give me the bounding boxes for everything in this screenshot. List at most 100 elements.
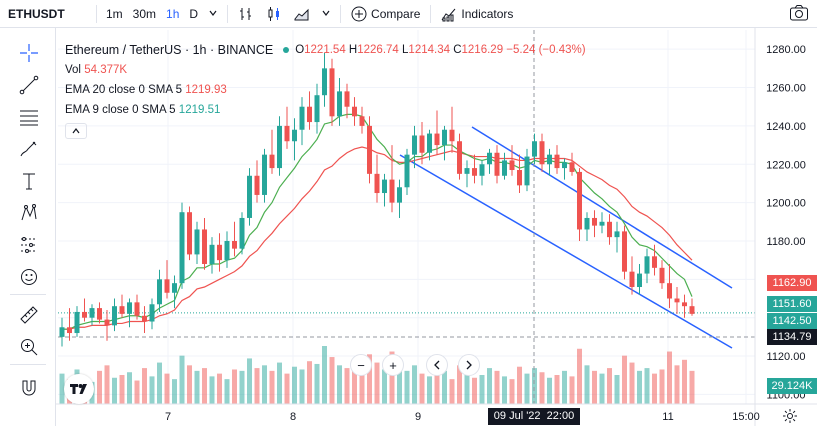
candle-body [224,240,230,261]
volume-bar [599,373,605,404]
area-style-icon[interactable] [288,6,316,22]
emoji-icon[interactable] [18,266,40,288]
volume-bar [142,368,147,404]
compare-label: Compare [371,6,421,21]
candle [209,237,215,274]
compare-button[interactable]: Compare [345,6,426,22]
camera-icon[interactable] [789,4,809,27]
zoom-out-button[interactable]: − [350,354,372,376]
bar-chart-style-icon[interactable] [232,6,260,22]
brush-icon[interactable] [18,138,40,160]
volume-bar [179,355,185,404]
candle-body [389,179,395,203]
volume-label: Vol [65,64,81,76]
candle-body [97,308,102,320]
divider [10,294,46,295]
volume-bar [194,370,200,404]
candle [187,206,192,261]
candle [127,298,132,328]
divider [430,4,432,23]
channel-upper-line [471,126,733,289]
ema9-line [62,113,693,330]
candle [59,317,65,347]
scroll-left-chevron-icon[interactable] [426,354,448,376]
candle-body [517,170,522,186]
crosshair-time-label: 09 Jul '22 22:00 [488,408,580,425]
ohlc-c: 1216.29 [461,44,504,56]
prediction-tool-icon[interactable] [18,234,40,256]
candle-body [104,319,110,326]
candle-body [67,327,72,334]
candle-body [524,156,530,186]
volume-bars [59,346,695,404]
candle-body [487,152,492,165]
volume-bar [164,373,170,404]
ema20-label[interactable]: EMA 20 close 0 SMA 5 [65,84,182,96]
ema9-label[interactable]: EMA 9 close 0 SMA 5 [65,104,176,116]
candle [622,225,627,280]
volume-bar [652,373,657,404]
volume-price-label: 29.124K [767,378,817,394]
ema20-value: 1219.93 [185,84,227,96]
candle [652,244,657,276]
text-tool-icon[interactable] [18,170,40,192]
candle-body [472,168,477,176]
volume-bar [239,370,245,404]
fib-retracement-icon[interactable] [18,106,40,128]
tradingview-logo-icon[interactable] [64,374,94,404]
volume-bar [157,362,162,404]
y-tick-label: 1280.00 [766,44,806,56]
volume-bar [352,370,357,404]
zoom-in-icon[interactable] [18,336,40,358]
candle-body [532,141,537,157]
candle-body [112,306,117,326]
chart-style-dropdown-chevron-down-icon[interactable] [316,7,336,21]
volume-bar [629,362,635,404]
candle-body [592,217,597,226]
candle [689,298,695,316]
candle [389,145,395,213]
y-tick-label: 1220.00 [766,159,806,171]
crosshair-price-label: 1134.79 [767,329,817,345]
settings-gear-icon[interactable] [782,408,798,429]
volume-bar [247,358,252,404]
timeframe-30m[interactable]: 30m [132,6,157,21]
candle [569,152,575,176]
candle-body [494,152,500,176]
timeframe-dropdown-chevron-down-icon[interactable] [203,7,223,21]
zoom-in-button[interactable]: + [382,354,404,376]
candle-body [554,154,560,169]
volume-bar [254,368,260,404]
ruler-icon[interactable] [18,304,40,326]
timeframe-1h[interactable]: 1h [166,6,180,21]
candle-body [652,256,657,268]
timeframe-1m[interactable]: 1m [106,6,123,21]
volume-bar [517,366,522,404]
candle-body [209,244,215,264]
candle [262,148,267,203]
volume-bar [119,375,125,404]
x-tick-label: 8 [290,411,296,423]
volume-bar [314,363,320,404]
collapse-legend-chevron-up-icon[interactable] [65,123,87,139]
volume-bar [419,373,425,404]
volume-bar [644,368,650,404]
symbol-search[interactable]: ETHUSDT [8,6,65,21]
scroll-right-chevron-icon[interactable] [458,354,480,376]
y-tick-label: 1120.00 [767,351,806,363]
pattern-tool-icon[interactable] [18,202,40,224]
magnet-icon[interactable] [18,376,40,398]
candle-body [682,302,687,307]
candle-body [584,217,590,230]
crosshair-icon[interactable] [18,42,40,64]
candle-body [59,327,65,337]
candle [104,310,110,341]
candle [577,168,582,241]
chart-title[interactable]: Ethereum / TetherUS · 1h · BINANCE [65,43,274,57]
trend-line-icon[interactable] [18,74,40,96]
timeframe-d[interactable]: D [189,6,199,21]
x-tick-label: 15:00 [732,411,760,423]
candles-style-icon[interactable] [260,6,288,22]
indicators-button[interactable]: Indicators [435,6,519,22]
volume-bar [584,365,590,404]
